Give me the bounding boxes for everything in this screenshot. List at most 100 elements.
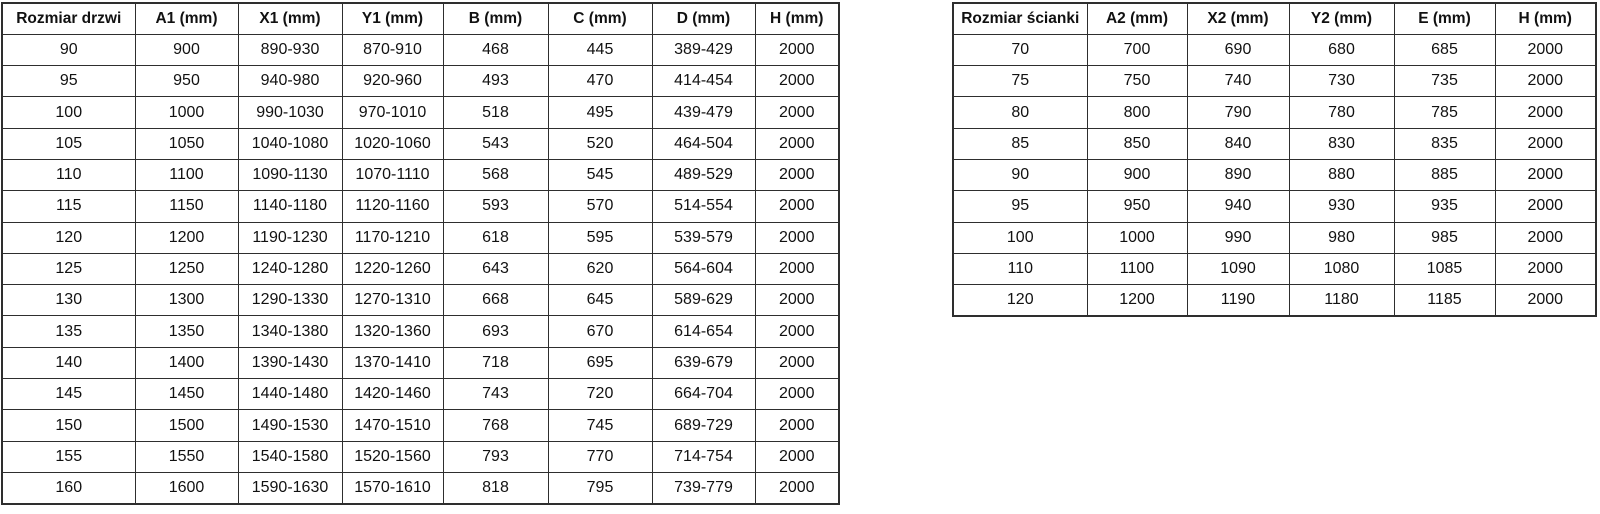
table-cell: 940 xyxy=(1186,190,1290,223)
table-cell: 739-779 xyxy=(651,471,756,505)
column-header: H (mm) xyxy=(1494,2,1597,35)
table-cell: 990-1030 xyxy=(237,96,343,129)
column-header: H (mm) xyxy=(754,2,840,35)
table-cell: 2000 xyxy=(754,471,840,505)
table-cell: 470 xyxy=(547,65,653,98)
table-cell: 493 xyxy=(442,65,549,98)
table-row: 70 700 690 680 685 2000 xyxy=(952,33,1597,67)
column-header: C (mm) xyxy=(547,2,653,35)
table-cell: 2000 xyxy=(754,440,840,473)
table-cell: 740 xyxy=(1186,65,1290,98)
table-cell: 568 xyxy=(442,158,549,192)
table-cell: 750 xyxy=(1086,65,1188,98)
table-row: 120 1200 1190-1230 1170-1210 618 595 539-579 20… xyxy=(1,221,840,254)
table-cell: 795 xyxy=(547,471,653,505)
table-cell: 1250 xyxy=(134,252,239,286)
table-cell: 1350 xyxy=(134,315,239,348)
table-row: 105 1050 1040-1080 1020-1060 543 520 464-504 20… xyxy=(1,127,840,160)
table-cell: 1300 xyxy=(134,284,239,317)
table-cell: 1550 xyxy=(134,440,239,473)
table-cell: 120 xyxy=(952,284,1088,317)
table-cell: 514-554 xyxy=(651,190,756,223)
table-cell: 1440-1480 xyxy=(237,378,343,411)
table-cell: 2000 xyxy=(754,409,840,442)
table-cell: 2000 xyxy=(754,284,840,317)
table-row: 150 1500 1490-1530 1470-1510 768 745 689-729 20… xyxy=(1,409,840,442)
door-sizes-table: Rozmiar drzwi A1 (mm) X1 (mm) Y1 (mm) B (mm)… xyxy=(1,2,840,505)
table-cell: 1080 xyxy=(1288,252,1395,286)
table-cell: 543 xyxy=(442,127,549,160)
table-cell: 835 xyxy=(1393,127,1496,160)
table-cell: 1000 xyxy=(134,96,239,129)
table-cell: 1090 xyxy=(1186,252,1290,286)
table-cell: 2000 xyxy=(754,127,840,160)
table-cell: 595 xyxy=(547,221,653,254)
table-cell: 2000 xyxy=(754,158,840,192)
table-cell: 618 xyxy=(442,221,549,254)
table-cell: 1200 xyxy=(1086,284,1188,317)
table-row: 135 1350 1340-1380 1320-1360 693 670 614-654 20… xyxy=(1,315,840,348)
table-cell: 105 xyxy=(1,127,136,160)
table-cell: 885 xyxy=(1393,158,1496,192)
table-row: 100 1000 990-1030 970-1010 518 495 439-479 2000 xyxy=(1,96,840,129)
table-row: 80 800 790 780 785 2000 xyxy=(952,96,1597,129)
table-cell: 930 xyxy=(1288,190,1395,223)
wall-table-header: Rozmiar ścianki A2 (mm) X2 (mm) Y2 (mm) E (m… xyxy=(952,2,1597,35)
table-cell: 745 xyxy=(547,409,653,442)
table-cell: 1370-1410 xyxy=(341,346,444,380)
table-cell: 160 xyxy=(1,471,136,505)
table-cell: 720 xyxy=(547,378,653,411)
table-cell: 980 xyxy=(1288,221,1395,254)
table-cell: 818 xyxy=(442,471,549,505)
table-cell: 614-654 xyxy=(651,315,756,348)
table-cell: 464-504 xyxy=(651,127,756,160)
table-row: 130 1300 1290-1330 1270-1310 668 645 589-629 20… xyxy=(1,284,840,317)
table-cell: 950 xyxy=(134,65,239,98)
door-table-body: 90 900 890-930 870-910 468 445 389-429 2000 95 95… xyxy=(1,33,840,505)
table-cell: 130 xyxy=(1,284,136,317)
table-cell: 920-960 xyxy=(341,65,444,98)
table-cell: 539-579 xyxy=(651,221,756,254)
table-cell: 2000 xyxy=(1494,65,1597,98)
column-header: Rozmiar ścianki xyxy=(952,2,1088,35)
table-row: 100 1000 990 980 985 2000 xyxy=(952,221,1597,254)
column-header: A2 (mm) xyxy=(1086,2,1188,35)
table-cell: 1540-1580 xyxy=(237,440,343,473)
table-cell: 90 xyxy=(1,33,136,67)
table-cell: 695 xyxy=(547,346,653,380)
door-table-header: Rozmiar drzwi A1 (mm) X1 (mm) Y1 (mm) B (mm)… xyxy=(1,2,840,35)
table-cell: 2000 xyxy=(1494,284,1597,317)
table-cell: 95 xyxy=(1,65,136,98)
table-cell: 1600 xyxy=(134,471,239,505)
table-cell: 970-1010 xyxy=(341,96,444,129)
table-cell: 950 xyxy=(1086,190,1188,223)
table-cell: 140 xyxy=(1,346,136,380)
table-cell: 780 xyxy=(1288,96,1395,129)
table-cell: 1500 xyxy=(134,409,239,442)
table-cell: 1420-1460 xyxy=(341,378,444,411)
table-cell: 85 xyxy=(952,127,1088,160)
table-cell: 1070-1110 xyxy=(341,158,444,192)
table-cell: 689-729 xyxy=(651,409,756,442)
table-cell: 1340-1380 xyxy=(237,315,343,348)
column-header: Y1 (mm) xyxy=(341,2,444,35)
table-cell: 1320-1360 xyxy=(341,315,444,348)
table-cell: 495 xyxy=(547,96,653,129)
table-cell: 1490-1530 xyxy=(237,409,343,442)
table-cell: 2000 xyxy=(1494,190,1597,223)
table-cell: 685 xyxy=(1393,33,1496,67)
table-cell: 870-910 xyxy=(341,33,444,67)
table-cell: 520 xyxy=(547,127,653,160)
table-cell: 2000 xyxy=(754,346,840,380)
table-row: 160 1600 1590-1630 1570-1610 818 795 739-779 20… xyxy=(1,471,840,505)
table-cell: 643 xyxy=(442,252,549,286)
table-cell: 1390-1430 xyxy=(237,346,343,380)
table-cell: 890-930 xyxy=(237,33,343,67)
table-cell: 730 xyxy=(1288,65,1395,98)
table-cell: 850 xyxy=(1086,127,1188,160)
table-cell: 1040-1080 xyxy=(237,127,343,160)
table-cell: 664-704 xyxy=(651,378,756,411)
table-cell: 110 xyxy=(952,252,1088,286)
table-cell: 1570-1610 xyxy=(341,471,444,505)
table-row: 95 950 940-980 920-960 493 470 414-454 2000 xyxy=(1,65,840,98)
